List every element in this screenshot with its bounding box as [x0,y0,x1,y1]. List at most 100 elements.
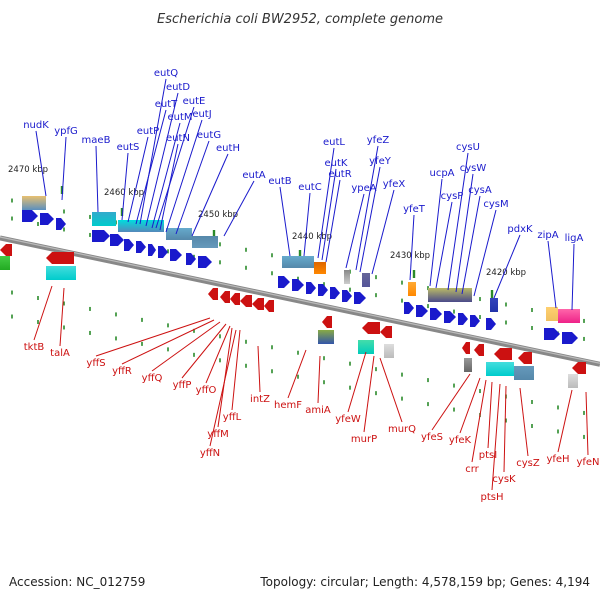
forward-label-leader [127,136,149,223]
forward-gene-arrow [404,302,414,314]
forward-gene-label: eutS [117,142,140,153]
forward-gene-label: ypfG [54,126,78,137]
forward-gene-arrow [292,279,304,291]
reverse-gene-arrow [264,300,274,312]
feature-block [92,212,116,226]
reverse-gene-label: talA [50,348,70,359]
reverse-gene-label: ptsH [481,492,504,503]
feature-block [428,288,472,302]
backbone-highlight [0,236,600,364]
reverse-gene-label: yfeN [576,457,599,468]
feature-block [486,362,514,376]
forward-gene-label: ypeA [351,183,376,194]
feature-block [514,366,534,380]
reverse-label-leader [491,383,501,491]
forward-gene-label: eutB [268,176,291,187]
reverse-label-leader [33,285,53,341]
forward-gene-arrow [330,287,340,299]
forward-gene-label: yfeT [403,204,426,215]
forward-label-leader [175,140,210,235]
gene-arrows [0,210,586,374]
reverse-gene-arrow [462,342,470,354]
forward-gene-label: cysW [460,163,487,174]
feature-block [568,374,578,388]
forward-gene-arrow [342,290,352,302]
forward-label-leader [435,201,453,289]
forward-label-leader [455,173,474,293]
forward-gene-label: eutA [242,170,265,181]
forward-label-leader [303,192,311,257]
forward-gene-label: pdxK [507,224,533,235]
forward-gene-label: yfeX [383,179,406,190]
reverse-label-leader [121,319,215,365]
forward-gene-arrow [416,305,428,317]
reverse-gene-arrow [380,326,392,338]
reverse-label-leader [363,355,375,433]
reverse-gene-label: yfeK [449,435,472,446]
feature-block [166,228,192,240]
kbp-tick-label: 2470 kbp [8,165,48,175]
reverse-gene-label: yffQ [142,373,163,384]
forward-gene-arrow [444,311,456,323]
reverse-gene-label: cysK [492,474,516,485]
reverse-gene-arrow [252,298,264,310]
forward-label-leader [447,152,469,291]
reverse-label-leader [471,379,487,463]
forward-gene-label: eutD [166,82,190,93]
reverse-label-leader [209,329,237,447]
feature-block [490,298,498,312]
feature-block [192,236,218,248]
forward-gene-arrow [56,218,66,230]
reverse-gene-label: yffS [86,358,105,369]
reverse-gene-arrow [230,293,240,305]
reverse-gene-label: murP [351,434,377,445]
forward-label-leader [345,193,365,269]
reverse-gene-arrow [474,344,484,356]
forward-label-leader [135,109,167,225]
feature-block [314,262,326,274]
forward-gene-arrow [544,328,560,340]
kbp-tick-label: 2450 kbp [198,210,238,220]
forward-gene-label: eutN [166,133,190,144]
reverse-label-leader [205,325,231,384]
forward-gene-label: yfeZ [367,135,390,146]
reverse-label-leader [181,323,227,379]
forward-label-leader [371,189,395,275]
kbp-tick-label: 2430 kbp [390,251,430,261]
forward-label-leader [429,178,443,287]
forward-gene-label: nudK [23,120,49,131]
forward-gene-label: yfeY [369,156,392,167]
feature-blocks [0,196,580,388]
reverse-gene-arrow [518,352,532,364]
genome-title: Escherichia coli BW2952, complete genome [157,12,443,27]
forward-label-leader [493,234,521,299]
forward-gene-arrow [92,230,110,242]
feature-block [0,256,10,270]
forward-gene-label: ucpA [429,168,454,179]
forward-label-leader [159,143,179,231]
reverse-label-leader [95,317,211,357]
reverse-label-leader [431,373,471,431]
reverse-gene-label: intZ [250,394,270,405]
reverse-gene-arrow [572,362,586,374]
forward-label-leader [473,209,497,297]
forward-label-leader [191,153,229,237]
reverse-label-leader [231,329,241,411]
forward-label-leader [409,214,415,281]
feature-block [362,273,370,287]
reverse-label-leader [459,377,481,434]
forward-label-leader [279,186,291,257]
forward-gene-arrow [40,213,54,225]
forward-gene-arrow [136,241,146,253]
forward-label-leader [139,78,167,225]
reverse-label-leader [487,381,493,449]
forward-gene-arrow [458,313,468,325]
feature-block [384,344,394,358]
feature-block [282,256,314,268]
reverse-label-leader [59,287,65,347]
reverse-gene-label: crr [465,464,479,475]
reverse-gene-label: hemF [274,400,302,411]
reverse-label-leader [257,345,261,393]
